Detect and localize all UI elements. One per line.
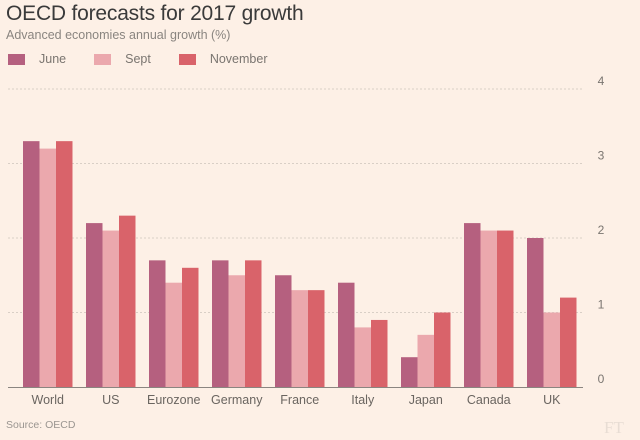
bar-italy-november <box>371 319 388 387</box>
bar-japan-sept <box>417 334 434 387</box>
legend-label-june: June <box>39 52 67 66</box>
legend-swatch-sept <box>94 53 112 65</box>
source-note: Source: OECD <box>6 419 76 431</box>
bar-uk-november <box>560 297 577 387</box>
legend-label-november: November <box>209 52 268 66</box>
legend-swatch-june <box>8 53 25 65</box>
bar-world-june <box>23 141 40 387</box>
y-tick-label-4: 4 <box>598 74 605 88</box>
y-tick-label-2: 2 <box>598 223 605 237</box>
bar-france-november <box>308 290 325 387</box>
chart-subtitle: Advanced economies annual growth (%) <box>6 28 231 42</box>
bar-canada-sept <box>480 230 497 387</box>
bar-france-june <box>275 275 292 387</box>
legend: June Sept November <box>8 52 296 66</box>
x-tick-label-world: World <box>32 393 64 407</box>
bar-canada-june <box>464 223 481 387</box>
legend-swatch-november <box>178 53 196 65</box>
legend-item-november: November <box>178 52 268 66</box>
bar-uk-sept <box>543 312 560 387</box>
bar-eurozone-june <box>149 260 166 387</box>
y-tick-label-3: 3 <box>598 149 605 163</box>
y-tick-label-1: 1 <box>598 298 605 312</box>
x-tick-label-us: US <box>102 393 119 407</box>
x-tick-label-japan: Japan <box>409 393 443 407</box>
bar-germany-sept <box>228 275 245 387</box>
legend-item-sept: Sept <box>94 52 151 66</box>
x-tick-label-eurozone: Eurozone <box>147 393 201 407</box>
bar-world-sept <box>39 148 56 387</box>
bar-japan-november <box>434 312 451 387</box>
bar-italy-june <box>338 282 355 387</box>
x-tick-label-uk: UK <box>543 393 561 407</box>
chart-title: OECD forecasts for 2017 growth <box>6 2 304 25</box>
legend-item-june: June <box>8 52 66 66</box>
x-tick-label-germany: Germany <box>211 393 263 407</box>
bar-france-sept <box>291 290 308 387</box>
bar-canada-november <box>497 230 514 387</box>
ft-watermark: FT <box>604 418 624 437</box>
y-tick-label-0: 0 <box>598 372 605 386</box>
bar-japan-june <box>401 357 418 387</box>
bar-uk-june <box>527 238 544 387</box>
bar-us-november <box>119 215 136 387</box>
bar-eurozone-sept <box>165 282 182 387</box>
bar-italy-sept <box>354 327 371 387</box>
bar-us-june <box>86 223 103 387</box>
bar-eurozone-november <box>182 267 199 387</box>
bar-world-november <box>56 141 73 387</box>
legend-label-sept: Sept <box>125 52 151 66</box>
bar-germany-june <box>212 260 229 387</box>
bar-us-sept <box>102 230 119 387</box>
bar-germany-november <box>245 260 262 387</box>
x-tick-label-canada: Canada <box>467 393 511 407</box>
x-tick-label-france: France <box>280 393 319 407</box>
x-tick-label-italy: Italy <box>351 393 375 407</box>
